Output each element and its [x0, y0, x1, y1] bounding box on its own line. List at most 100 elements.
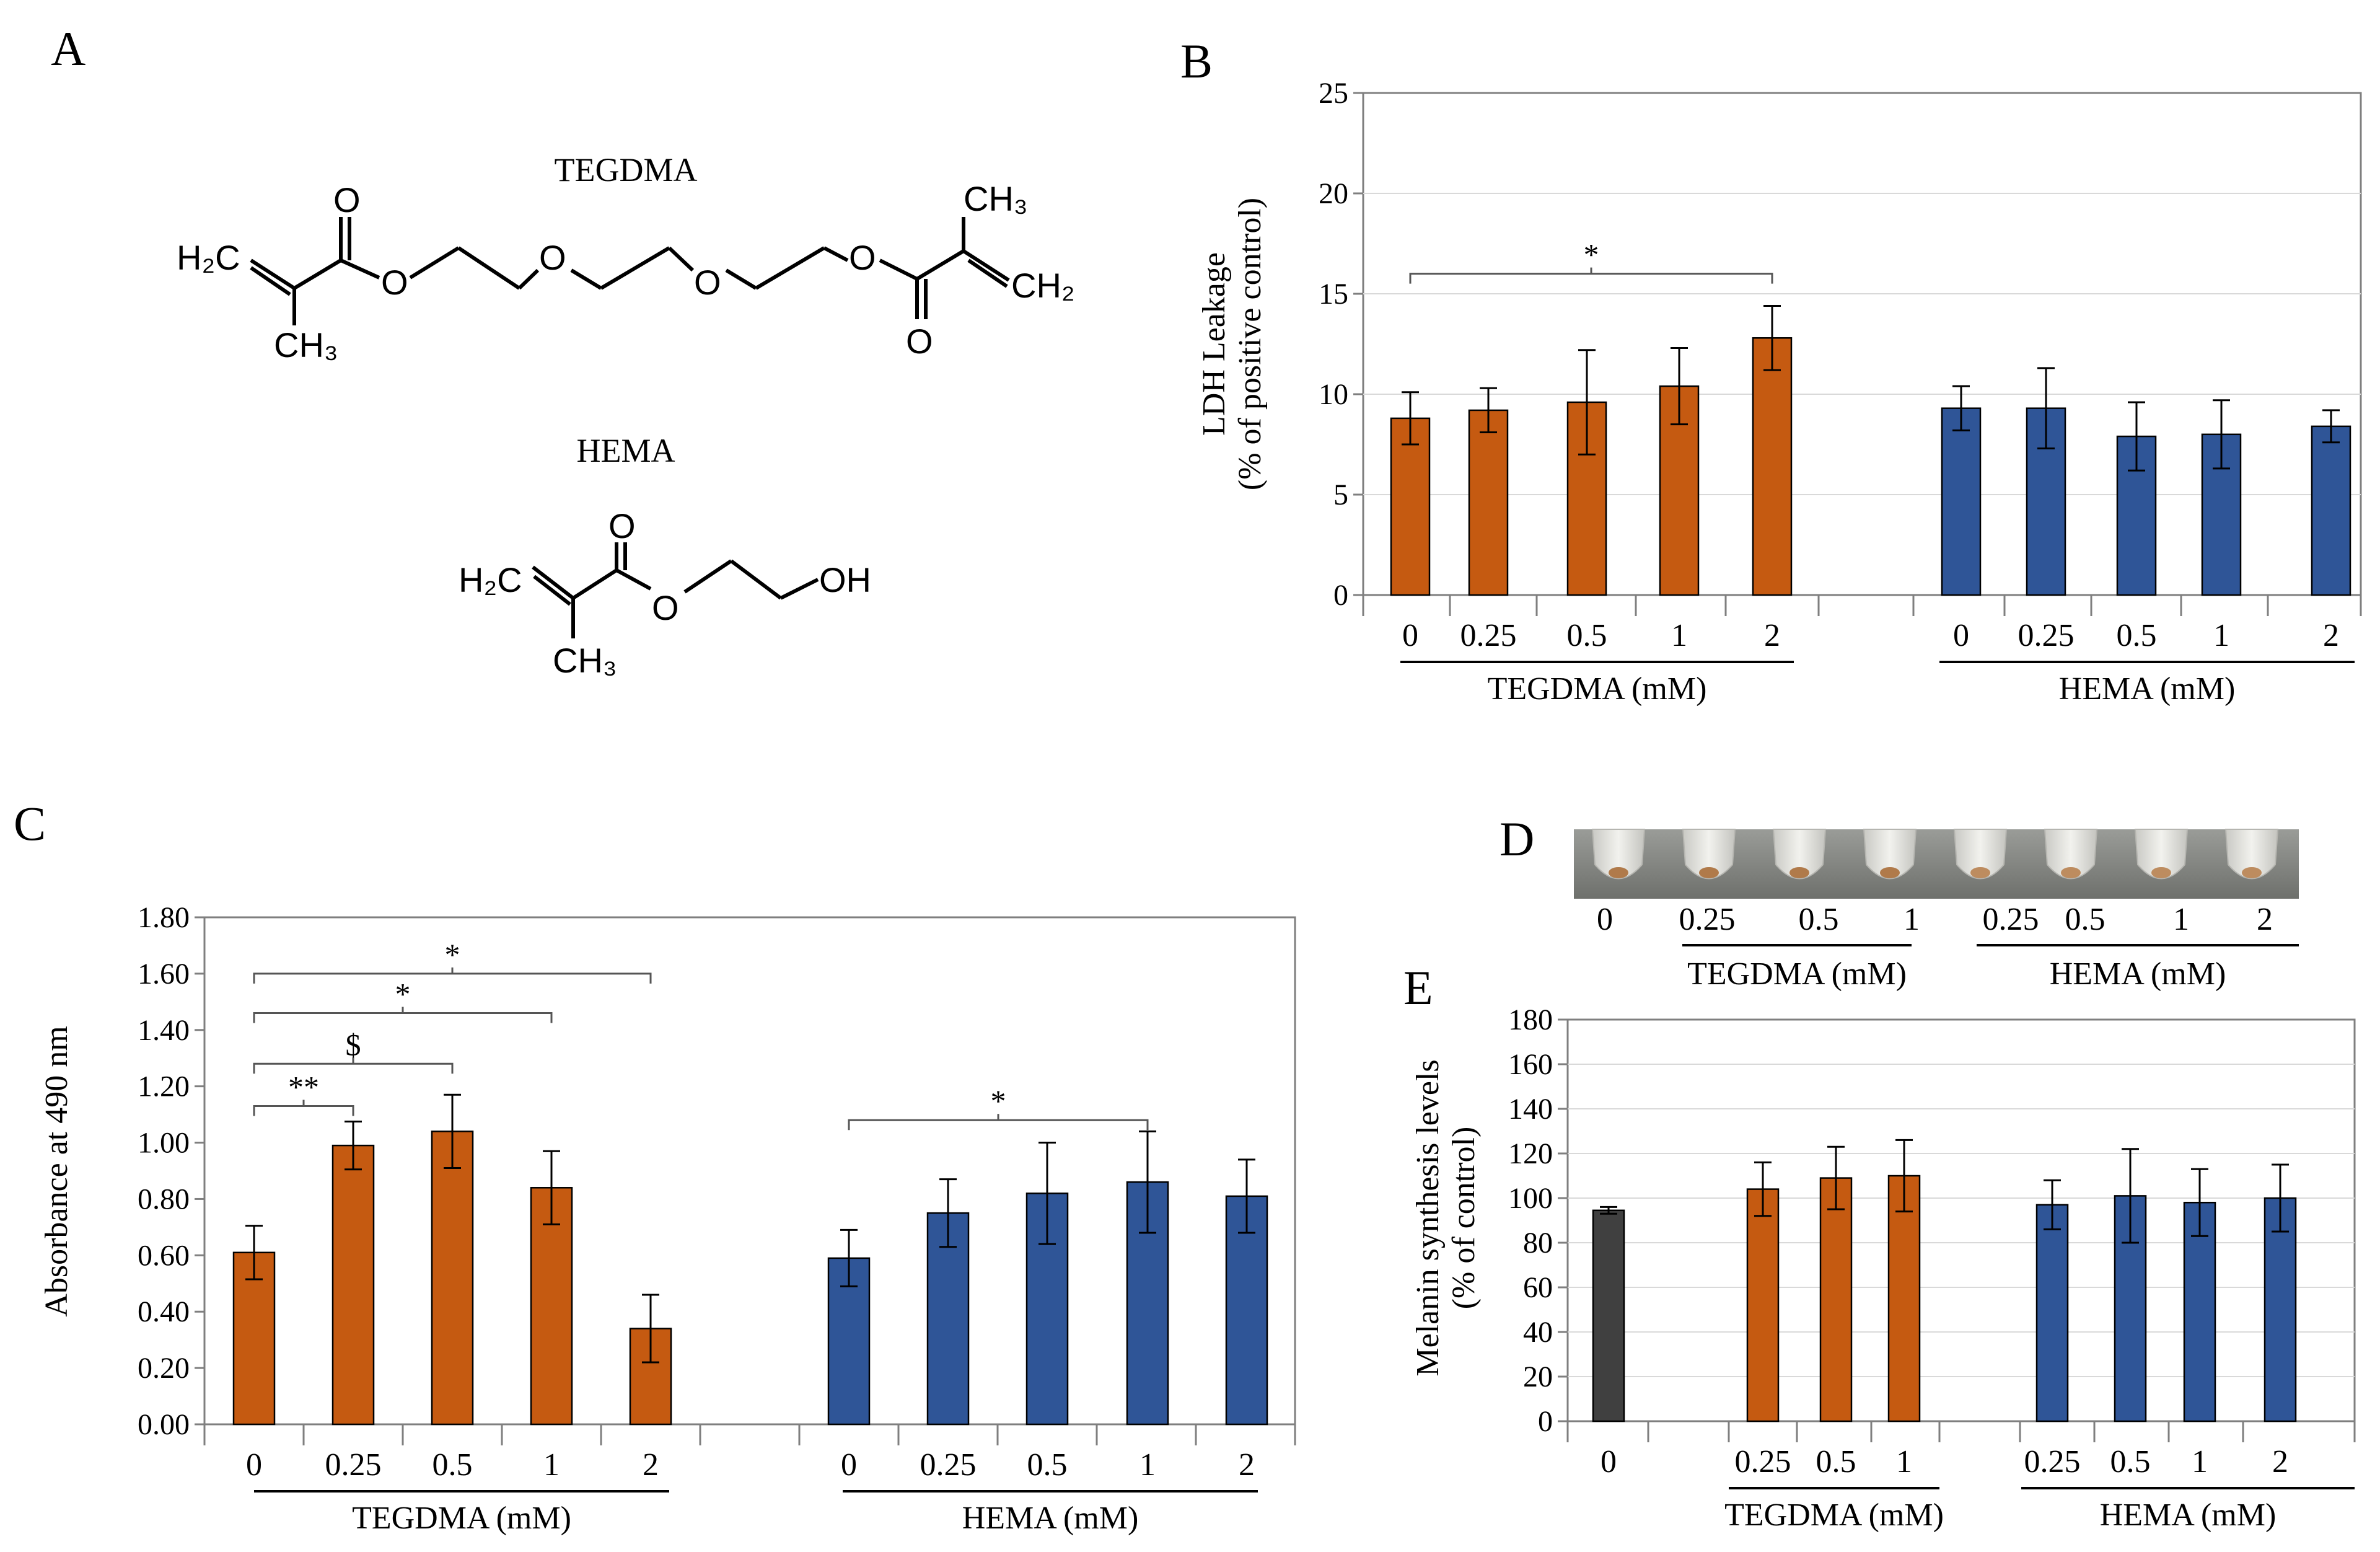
y-tick-label: 10 — [1319, 378, 1348, 411]
tegdma-ester-o-right: O — [849, 238, 876, 277]
y-tick-label: 40 — [1523, 1316, 1553, 1349]
significance-marker: * — [1584, 237, 1599, 272]
x-tick-label: 0.5 — [2110, 1444, 2151, 1479]
panel-d-label: D — [1500, 812, 1534, 866]
tube-label: 1 — [1904, 902, 1920, 937]
y-tick-label: 160 — [1508, 1048, 1553, 1081]
significance-bracket — [253, 972, 652, 984]
panel-b-label: B — [1180, 34, 1213, 88]
x-tick-label: 1 — [1671, 618, 1687, 653]
significance-bracket — [1409, 273, 1773, 284]
bar — [1468, 409, 1509, 596]
y-tick-label: 1.20 — [138, 1070, 190, 1103]
x-tick-label: 1 — [1140, 1447, 1156, 1483]
y-tick-label: 140 — [1508, 1093, 1553, 1126]
tegdma-ether-o-1: O — [539, 238, 566, 277]
sample-tube — [1863, 829, 1917, 880]
bar — [1390, 417, 1431, 596]
bar — [2311, 425, 2351, 596]
bar — [1941, 407, 1982, 596]
tube-label: 0 — [1597, 902, 1613, 937]
x-tick-label: 0.25 — [325, 1447, 382, 1483]
y-tick-label: 1.00 — [138, 1127, 190, 1160]
hema-group-label-d: HEMA (mM) — [2050, 956, 2226, 992]
sample-tube — [1682, 829, 1736, 880]
x-tick-label: 0.25 — [2018, 618, 2075, 653]
y-tick-label: 60 — [1523, 1271, 1553, 1304]
hema-structure-title: HEMA — [577, 432, 675, 469]
tube-label: 2 — [2257, 902, 2273, 937]
y-axis-title: LDH Leakage — [1197, 252, 1232, 436]
sample-tube — [1591, 829, 1646, 880]
tegdma-h2c-atom: H₂C — [177, 238, 240, 277]
tube-label: 0.25 — [1679, 902, 1736, 937]
tegdma-ch3-atom-left: CH₃ — [274, 325, 338, 364]
hema-oh-group: OH — [819, 560, 871, 599]
y-tick-label: 120 — [1508, 1137, 1553, 1170]
group-label: HEMA (mM) — [962, 1501, 1139, 1536]
significance-marker: * — [991, 1083, 1006, 1118]
tube-row — [1591, 829, 2279, 880]
panel-e-label: E — [1403, 961, 1433, 1015]
panel-c-label: C — [14, 796, 46, 850]
significance-bracket — [848, 1119, 1149, 1131]
x-tick-label: 0.25 — [2024, 1444, 2081, 1479]
x-tick-label: 0.5 — [2117, 618, 2157, 653]
y-axis-title: Melanin synthesis levels — [1410, 1059, 1446, 1376]
bar — [926, 1212, 970, 1426]
hema-ch3-atom: CH₃ — [553, 641, 617, 680]
bar — [332, 1144, 375, 1426]
x-tick-label: 0.5 — [1816, 1444, 1856, 1479]
x-tick-label: 0.25 — [1460, 618, 1517, 653]
y-tick-label: 0 — [1333, 579, 1348, 612]
hema-ester-o: O — [652, 588, 679, 627]
y-tick-label: 0.40 — [138, 1295, 190, 1328]
y-tick-label: 20 — [1523, 1360, 1553, 1393]
group-label: TEGDMA (mM) — [1724, 1497, 1944, 1533]
x-tick-label: 0 — [1953, 618, 1969, 653]
y-tick-label: 0.80 — [138, 1183, 190, 1215]
x-tick-label: 0 — [841, 1447, 857, 1483]
bar — [1592, 1209, 1625, 1422]
tube-photo-background — [1574, 829, 2299, 899]
hema-structure — [532, 542, 819, 638]
melanin-pellet — [1880, 867, 1900, 878]
group-label: HEMA (mM) — [2059, 671, 2236, 707]
y-tick-label: 20 — [1319, 177, 1348, 210]
x-tick-label: 0.25 — [1735, 1444, 1791, 1479]
tube-label: 1 — [2173, 902, 2189, 937]
y-tick-label: 25 — [1319, 77, 1348, 110]
hema-h2c-atom: H₂C — [459, 560, 522, 599]
sample-tube — [1953, 829, 2008, 880]
x-tick-label: 0.5 — [1027, 1447, 1068, 1483]
bar — [2183, 1201, 2216, 1422]
plot-area-border — [203, 916, 1296, 1426]
melanin-pellet — [1970, 867, 1990, 878]
panel-d: D 0 0.25 0.5 1 0.25 0.5 1 2 TEGDMA (mM) HEMA (m… — [1500, 812, 2299, 992]
group-label: TEGDMA (mM) — [352, 1501, 571, 1536]
y-tick-label: 1.60 — [138, 958, 190, 990]
bar — [530, 1187, 573, 1426]
x-tick-label: 1 — [2213, 618, 2229, 653]
y-tick-label: 0.00 — [138, 1408, 190, 1441]
melanin-pellet — [1789, 867, 1809, 878]
tube-label: 0.5 — [2065, 902, 2106, 937]
x-tick-label: 0.5 — [1567, 618, 1607, 653]
bar — [431, 1131, 474, 1426]
panel-a-label: A — [51, 22, 86, 76]
tegdma-ch2-atom: CH₂ — [1011, 266, 1075, 305]
group-label: HEMA (mM) — [2100, 1497, 2277, 1533]
x-tick-label: 0.5 — [433, 1447, 473, 1483]
chart-c-absorbance: 0.00 0.20 0.40 0.60 0.80 1.00 1.20 1.40 1.60 1.80… — [39, 901, 1296, 1536]
y-tick-label: 5 — [1333, 478, 1348, 511]
y-tick-label: 100 — [1508, 1182, 1553, 1215]
plot-area-border — [1566, 1018, 2356, 1422]
significance-bracket — [253, 1012, 553, 1023]
panel-a: A TEGDMA H₂C — [51, 22, 1075, 680]
x-tick-label: 1 — [1896, 1444, 1912, 1479]
tegdma-ester-o-left: O — [381, 263, 408, 302]
bar — [1819, 1177, 1853, 1422]
